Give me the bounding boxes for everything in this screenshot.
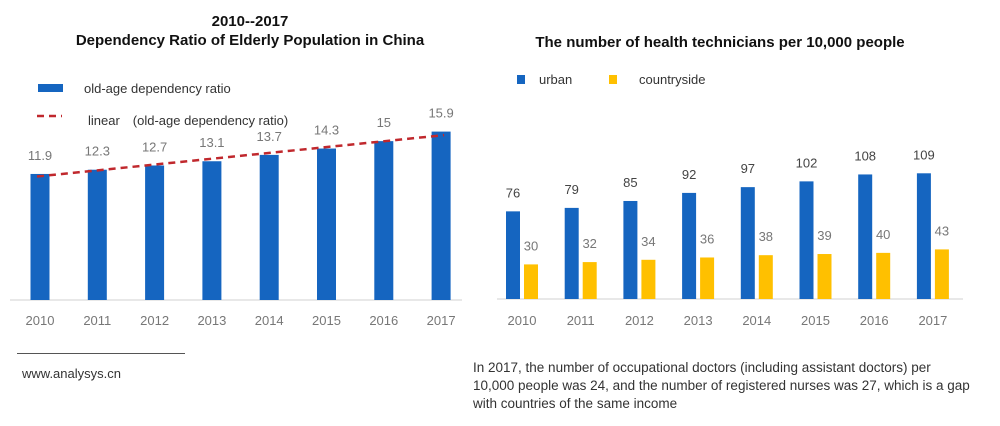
left-x-tick-2016: 2016: [369, 313, 398, 328]
right-value-label-countryside-2012: 34: [641, 234, 655, 249]
right-value-label-urban-2011: 79: [564, 182, 578, 197]
left-x-tick-2011: 2011: [83, 313, 111, 328]
right-value-label-urban-2016: 108: [854, 148, 876, 163]
right-value-label-urban-2014: 97: [741, 161, 755, 176]
legend-urban-swatch: [517, 75, 525, 84]
left-value-label-2010: 11.9: [28, 148, 52, 163]
right-bar-urban-2015: [799, 181, 814, 299]
left-value-label-2013: 13.1: [199, 135, 224, 150]
left-x-tick-2010: 2010: [26, 313, 55, 328]
right-bar-countryside-2013: [700, 257, 715, 299]
legend-countryside-label: countryside: [639, 72, 706, 87]
footnote-text: In 2017, the number of occupational doct…: [473, 360, 970, 411]
right-chart-title: The number of health technicians per 10,…: [535, 34, 905, 51]
right-value-label-urban-2013: 92: [682, 167, 696, 182]
right-x-tick-2013: 2013: [684, 313, 713, 328]
left-x-tick-2017: 2017: [427, 313, 456, 328]
right-bar-countryside-2012: [641, 259, 656, 299]
right-x-tick-2012: 2012: [625, 313, 654, 328]
right-x-tick-2011: 2011: [567, 313, 595, 328]
right-bar-urban-2010: [506, 211, 520, 299]
left-value-label-2015: 14.3: [314, 123, 339, 138]
left-chart-title-line2: Dependency Ratio of Elderly Population i…: [75, 32, 425, 49]
left-value-label-2011: 12.3: [85, 144, 110, 159]
right-value-label-countryside-2010: 30: [524, 238, 538, 253]
right-value-label-countryside-2017: 43: [935, 223, 949, 238]
right-bar-urban-2013: [682, 192, 697, 299]
legend-countryside-swatch: [609, 75, 617, 84]
left-bar-2017: [431, 131, 451, 300]
source-divider: [17, 353, 185, 354]
right-value-label-urban-2010: 76: [506, 185, 520, 200]
right-x-tick-2016: 2016: [860, 313, 889, 328]
right-bar-countryside-2015: [817, 254, 832, 299]
right-bar-urban-2014: [740, 187, 755, 299]
right-bar-countryside-2016: [876, 252, 891, 299]
right-value-label-urban-2012: 85: [623, 175, 637, 190]
left-value-label-2016: 15: [377, 115, 391, 130]
right-bar-urban-2016: [858, 174, 873, 299]
left-bar-2013: [202, 161, 222, 300]
right-bar-urban-2017: [916, 173, 931, 299]
right-value-label-urban-2015: 102: [796, 155, 818, 170]
left-value-label-2017: 15.9: [428, 106, 453, 121]
right-bar-countryside-2014: [758, 255, 773, 299]
left-x-tick-2015: 2015: [312, 313, 341, 328]
legend-bar-label: old-age dependency ratio: [84, 81, 231, 96]
left-bar-2012: [145, 165, 165, 300]
right-value-label-urban-2017: 109: [913, 147, 935, 162]
left-bar-2011: [87, 169, 107, 300]
right-bar-urban-2012: [623, 200, 638, 299]
source-text: www.analysys.cn: [22, 366, 121, 381]
left-bar-2016: [374, 141, 394, 300]
legend-trend-label: linear (old-age dependency ratio): [88, 113, 289, 128]
right-bar-countryside-2010: [524, 264, 538, 299]
left-bar-2015: [317, 148, 336, 300]
right-value-label-countryside-2016: 40: [876, 227, 890, 242]
right-x-tick-2010: 2010: [508, 313, 537, 328]
left-bar-2010: [30, 173, 50, 300]
left-bar-2014: [259, 154, 279, 300]
right-value-label-countryside-2011: 32: [582, 236, 596, 251]
legend-bar-swatch: [38, 84, 63, 92]
right-value-label-countryside-2014: 38: [759, 229, 773, 244]
right-value-label-countryside-2013: 36: [700, 231, 714, 246]
left-value-label-2014: 13.7: [257, 129, 282, 144]
left-chart-title-line1: 2010--2017: [211, 13, 289, 30]
right-x-tick-2014: 2014: [742, 313, 771, 328]
right-bar-countryside-2017: [934, 249, 949, 299]
right-bar-urban-2011: [564, 207, 579, 299]
legend-urban-label: urban: [539, 72, 573, 87]
left-value-label-2012: 12.7: [142, 139, 167, 154]
left-trendline: [36, 133, 445, 178]
left-x-tick-2012: 2012: [140, 313, 169, 328]
right-x-tick-2015: 2015: [801, 313, 830, 328]
right-value-label-countryside-2015: 39: [817, 228, 831, 243]
left-x-tick-2013: 2013: [197, 313, 226, 328]
right-bar-countryside-2011: [582, 262, 597, 299]
right-x-tick-2017: 2017: [918, 313, 947, 328]
left-x-tick-2014: 2014: [255, 313, 284, 328]
